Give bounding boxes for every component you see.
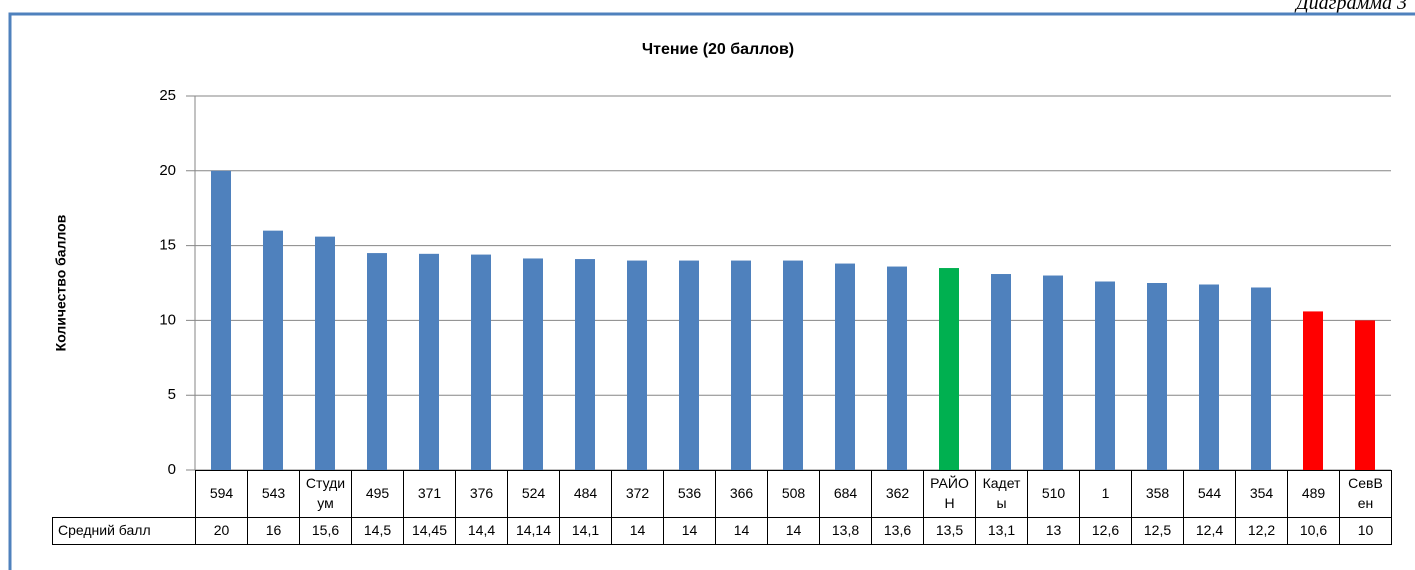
bar	[419, 253, 439, 470]
bar	[835, 263, 855, 470]
y-tick-label: 0	[168, 461, 176, 478]
x-tick-label: Студиум	[299, 470, 352, 518]
data-table-value: 14,5	[351, 517, 404, 545]
x-tick-label: 354	[1235, 470, 1288, 518]
bar	[731, 260, 751, 470]
bar	[1095, 281, 1115, 470]
x-tick-label: Кадеты	[975, 470, 1028, 518]
bar	[471, 254, 491, 470]
bar	[263, 230, 283, 470]
chart-title: Чтение (20 баллов)	[642, 41, 794, 58]
x-tick-label: 489	[1287, 470, 1340, 518]
bar	[939, 268, 959, 470]
y-tick-label: 25	[159, 87, 176, 104]
x-tick-label: 495	[351, 470, 404, 518]
x-tick-label: РАЙОН	[923, 470, 976, 518]
data-table-value: 12,2	[1235, 517, 1288, 545]
x-tick-label: 362	[871, 470, 924, 518]
data-table-value: 10,6	[1287, 517, 1340, 545]
x-tick-label: 358	[1131, 470, 1184, 518]
x-tick-label: 371	[403, 470, 456, 518]
data-table-value: 14	[663, 517, 716, 545]
data-table-value: 13	[1027, 517, 1080, 545]
bar	[1303, 311, 1323, 470]
data-table-value: 12,5	[1131, 517, 1184, 545]
x-tick-label: СевВен	[1339, 470, 1392, 518]
bar	[679, 260, 699, 470]
bar	[575, 259, 595, 470]
x-tick-label: 536	[663, 470, 716, 518]
y-tick-label: 5	[168, 386, 176, 403]
caption: Диаграмма 3	[1295, 0, 1407, 14]
x-tick-label: 508	[767, 470, 820, 518]
bar	[627, 260, 647, 470]
data-table-value: 14,45	[403, 517, 456, 545]
x-tick-label: 524	[507, 470, 560, 518]
x-tick-label: 594	[195, 470, 248, 518]
x-tick-label: 484	[559, 470, 612, 518]
x-tick-label: 376	[455, 470, 508, 518]
y-tick-label: 15	[159, 237, 176, 254]
x-tick-label: 543	[247, 470, 300, 518]
bar	[1147, 283, 1167, 470]
data-table-value: 14	[715, 517, 768, 545]
bar	[1251, 287, 1271, 470]
data-table-value: 14,1	[559, 517, 612, 545]
x-tick-label: 684	[819, 470, 872, 518]
y-tick-label: 20	[159, 162, 176, 179]
y-tick-label: 10	[159, 311, 176, 328]
bar	[1355, 320, 1375, 470]
data-table-value: 14,4	[455, 517, 508, 545]
data-table-value: 13,6	[871, 517, 924, 545]
data-table-value: 14,14	[507, 517, 560, 545]
chart-frame	[8, 12, 1415, 570]
bar	[523, 258, 543, 470]
data-table-value: 10	[1339, 517, 1392, 545]
bar	[211, 170, 231, 471]
data-table-value: 13,1	[975, 517, 1028, 545]
data-table-value: 15,6	[299, 517, 352, 545]
data-table-value: 16	[247, 517, 300, 545]
x-tick-label: 510	[1027, 470, 1080, 518]
bar	[367, 253, 387, 470]
data-table-value: 13,5	[923, 517, 976, 545]
bar	[783, 260, 803, 470]
data-table-value: 14	[767, 517, 820, 545]
bar	[887, 266, 907, 470]
data-table-label: Средний балл	[52, 517, 196, 545]
x-tick-label: 544	[1183, 470, 1236, 518]
x-tick-label: 372	[611, 470, 664, 518]
bar	[1043, 275, 1063, 470]
bar	[315, 236, 335, 470]
data-table-value: 12,6	[1079, 517, 1132, 545]
data-table-value: 20	[195, 517, 248, 545]
bar	[991, 274, 1011, 470]
data-table-value: 12,4	[1183, 517, 1236, 545]
data-table-value: 14	[611, 517, 664, 545]
y-axis-title: Количество баллов	[53, 214, 69, 351]
bar	[1199, 284, 1219, 470]
data-table-value: 13,8	[819, 517, 872, 545]
x-tick-label: 366	[715, 470, 768, 518]
x-tick-label: 1	[1079, 470, 1132, 518]
